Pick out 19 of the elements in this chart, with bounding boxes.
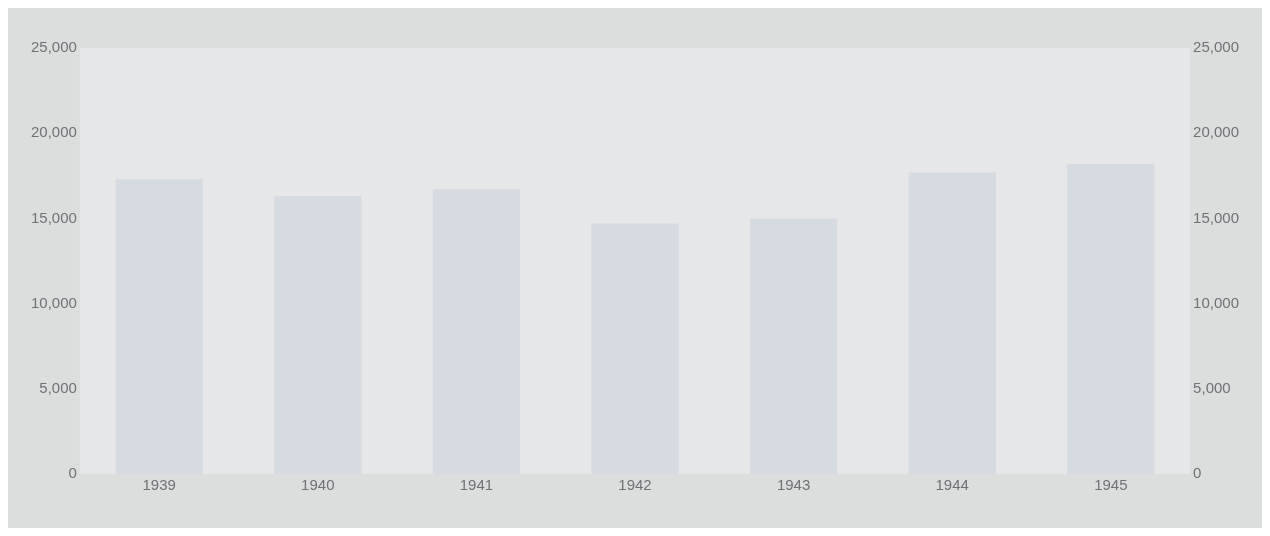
x-tick-label: 1942 [618,476,652,494]
x-tick-label: 1945 [1094,476,1128,494]
y2-tick-label: 0 [1193,464,1202,482]
y-tick-label: 0 [68,464,77,482]
y-tick-label: 10,000 [30,293,77,311]
y2-tick-label: 10,000 [1193,293,1240,311]
x-tick-label: 1943 [776,476,811,494]
y2-tick-label: 15,000 [1193,208,1240,226]
x-tick-label: 1940 [301,476,335,494]
y2-tick-label: 20,000 [1193,123,1240,141]
y-tick-label: 5,000 [39,378,77,396]
x-tick-label: 1939 [142,476,176,494]
y-tick-label: 25,000 [30,38,77,56]
x-tick-label: 1941 [459,476,494,494]
x-tick-label: 1944 [935,476,969,494]
y-tick-label: 20,000 [30,123,77,141]
y2-tick-label: 5,000 [1193,378,1231,396]
y-tick-label: 15,000 [30,208,77,226]
y2-tick-label: 25,000 [1193,38,1240,56]
